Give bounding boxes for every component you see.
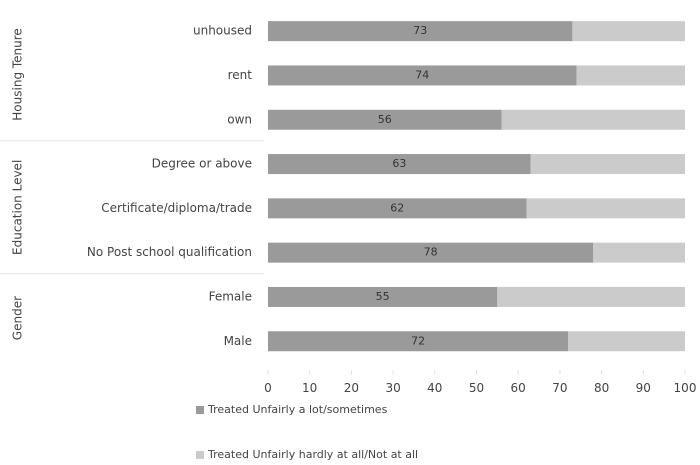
x-tick-label: 50	[469, 381, 484, 395]
legend-label: Treated Unfairly hardly at all/Not at al…	[207, 448, 418, 461]
group-label: Housing Tenure	[11, 28, 25, 121]
bar-segment	[268, 109, 502, 130]
value-label: 56	[378, 113, 392, 126]
x-tick-label: 20	[344, 381, 359, 395]
category-label: Female	[209, 289, 252, 303]
bar-segment	[526, 198, 685, 219]
bar-segment	[268, 286, 498, 307]
bar-segment	[572, 21, 685, 42]
legend-swatch	[196, 406, 204, 414]
category-label: rent	[228, 68, 253, 82]
value-label: 73	[413, 24, 427, 37]
bar-segment	[568, 331, 685, 352]
bar-segment	[576, 65, 685, 86]
bar-segment	[501, 109, 685, 130]
bar-segment	[268, 242, 594, 263]
x-tick-label: 60	[511, 381, 526, 395]
bar-segment	[593, 242, 685, 263]
x-tick-label: 10	[302, 381, 317, 395]
value-label: 63	[392, 157, 406, 170]
category-label: No Post school qualification	[87, 245, 252, 259]
value-label: 74	[415, 68, 429, 81]
value-label: 78	[424, 246, 438, 259]
bar-segment	[268, 21, 573, 42]
x-tick-label: 100	[674, 381, 697, 395]
value-label: 72	[411, 334, 425, 347]
category-label: own	[227, 112, 252, 126]
bar-segment	[530, 154, 685, 175]
category-label: Certificate/diploma/trade	[101, 201, 252, 215]
bar-segment	[268, 198, 527, 219]
group-label: Education Level	[11, 160, 25, 255]
x-tick-label: 70	[552, 381, 567, 395]
bar-segment	[497, 286, 685, 307]
legend-label: Treated Unfairly a lot/sometimes	[207, 403, 388, 416]
x-tick-label: 40	[427, 381, 442, 395]
category-label: unhoused	[193, 24, 252, 38]
bar-segment	[268, 154, 531, 175]
value-label: 55	[376, 290, 390, 303]
bar-segment	[268, 331, 569, 352]
x-tick-label: 0	[264, 381, 272, 395]
legend-swatch	[196, 451, 204, 459]
category-label: Male	[224, 334, 252, 348]
bar-segment	[268, 65, 577, 86]
x-tick-label: 80	[594, 381, 609, 395]
x-tick-label: 30	[385, 381, 400, 395]
x-tick-label: 90	[636, 381, 651, 395]
group-label: Gender	[11, 296, 25, 340]
category-label: Degree or above	[152, 157, 252, 171]
value-label: 62	[390, 201, 404, 214]
